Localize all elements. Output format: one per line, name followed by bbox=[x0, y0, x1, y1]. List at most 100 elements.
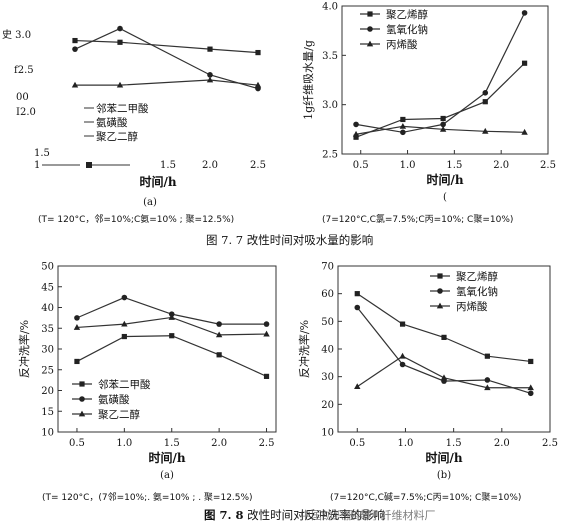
plot-frame bbox=[57, 265, 277, 433]
fig8a-chart: 0.5 1.0 1.5 2.0 2.5 10 15 20 25 30 35 40 45 50 时间/h 反冲洗… bbox=[17, 262, 277, 481]
y-tick-label: 00 bbox=[16, 92, 29, 103]
x-tick-label: 0.5 bbox=[353, 160, 369, 171]
x-tick-label: 2.0 bbox=[494, 438, 510, 449]
data-point bbox=[215, 331, 223, 338]
y-tick-label: 15 bbox=[41, 407, 54, 418]
fig8b-panel: 0.5 1.0 1.5 2.0 2.5 10 20 30 40 50 60 70 时间/h 反冲洗率/% 聚… bbox=[290, 252, 566, 484]
x-tick-label: 1 bbox=[34, 160, 40, 171]
data-point bbox=[399, 321, 406, 327]
fig8-caption-text: 改性时间对反冲洗率的影响 bbox=[247, 508, 386, 522]
y-tick-label: 4.0 bbox=[322, 2, 338, 13]
data-point bbox=[121, 333, 127, 340]
data-point bbox=[216, 352, 222, 358]
data-point bbox=[216, 321, 222, 327]
fig7b-chart: 0.5 1.0 1.5 2.0 2.5 2.5 3.0 3.5 4.0 时间/h 1g纤维吸水量/g… bbox=[302, 2, 556, 204]
data-point bbox=[353, 121, 359, 128]
data-point bbox=[72, 37, 78, 44]
legend-label: 氢氧化钠 bbox=[386, 23, 428, 36]
data-point bbox=[482, 99, 488, 105]
legend-label: 聚乙二醇 bbox=[96, 130, 138, 143]
legend-label: 聚乙二醇 bbox=[98, 408, 140, 421]
data-point bbox=[207, 72, 213, 78]
legend-label: 氢氧化钠 bbox=[456, 285, 498, 298]
y-tick-label: 30 bbox=[321, 372, 334, 383]
data-point bbox=[399, 122, 407, 129]
fig7-caption-num: 图 7. 7 bbox=[206, 233, 244, 247]
x-tick-label: 1.5 bbox=[446, 438, 462, 449]
data-point bbox=[71, 81, 79, 88]
data-point bbox=[74, 315, 80, 321]
legend-marker bbox=[436, 302, 444, 309]
legend-marker bbox=[437, 288, 443, 294]
fig8a-conditions: (T= 120°C，(7邻=10%;. 氨=10% ; . 聚=12.5%) bbox=[42, 493, 253, 503]
subfigure-label: (a) bbox=[160, 470, 174, 481]
x-tick-label: 1.5 bbox=[446, 160, 462, 171]
data-point bbox=[168, 314, 175, 320]
y-tick-label: 10 bbox=[321, 428, 334, 439]
x-tick-label: 2.0 bbox=[493, 160, 509, 171]
data-point bbox=[399, 361, 406, 368]
data-point bbox=[484, 384, 491, 391]
data-point bbox=[521, 60, 528, 66]
series-line bbox=[76, 316, 267, 336]
data-point bbox=[207, 46, 213, 52]
fig7a-conditions: (T= 120°C，邻=10%;C氨=10% ; 聚=12.5%) bbox=[38, 215, 235, 225]
data-point bbox=[352, 130, 360, 137]
fig7b-conditions: (7=120°C,C氯=7.5%;C丙=10%; C聚=10%) bbox=[322, 215, 514, 225]
fig8b-conditions: (7=120°C,C碱=7.5%;C丙=10%; C聚=10%) bbox=[330, 493, 522, 503]
y-tick-label: 20 bbox=[41, 386, 54, 397]
fig8-caption-num: 图 7. 8 bbox=[204, 508, 244, 522]
x-axis-label: 时间/h bbox=[425, 450, 462, 465]
legend-label: 聚乙烯醇 bbox=[456, 270, 498, 283]
x-tick-label: 0.5 bbox=[69, 438, 85, 449]
x-axis-label: 时间/h bbox=[426, 172, 463, 187]
fig8a-panel: 0.5 1.0 1.5 2.0 2.5 10 15 20 25 30 35 40 45 50 时间/h 反冲洗… bbox=[0, 252, 290, 484]
legend-marker bbox=[437, 273, 443, 279]
x-tick-label: 2.5 bbox=[540, 160, 556, 171]
x-tick-label: 1.0 bbox=[398, 438, 414, 449]
x-axis-label: 时间/h bbox=[148, 450, 185, 465]
legend-marker bbox=[367, 26, 373, 32]
x-tick-label: 2.5 bbox=[259, 438, 275, 449]
x-tick-label: 1.5 bbox=[160, 160, 176, 171]
x-tick-label: 0.5 bbox=[349, 438, 365, 449]
legend-label: 邻苯二甲酸 bbox=[96, 102, 149, 115]
data-point bbox=[116, 81, 124, 88]
fig7b-panel: 0.5 1.0 1.5 2.0 2.5 2.5 3.0 3.5 4.0 时间/h 1g纤维吸水量/g… bbox=[290, 0, 566, 210]
data-point bbox=[528, 358, 534, 365]
y-tick-label: 35 bbox=[41, 324, 54, 335]
data-point bbox=[263, 330, 270, 337]
y-tick-label: 40 bbox=[41, 303, 54, 314]
data-point bbox=[440, 121, 446, 128]
data-point bbox=[169, 333, 175, 339]
data-point bbox=[521, 128, 528, 135]
series-line bbox=[355, 62, 526, 138]
subfigure-label: (a) bbox=[143, 197, 157, 208]
legend-marker bbox=[79, 381, 85, 387]
data-point bbox=[441, 334, 447, 340]
data-point bbox=[121, 294, 128, 301]
data-point bbox=[399, 352, 406, 359]
data-point bbox=[400, 116, 406, 123]
y-tick-label: 25 bbox=[41, 365, 54, 376]
legend-label: 氨磺酸 bbox=[98, 393, 130, 406]
data-point bbox=[482, 127, 489, 134]
data-point bbox=[74, 358, 80, 365]
series-line bbox=[74, 27, 259, 90]
series-line bbox=[76, 296, 267, 325]
legend-label: 聚乙烯醇 bbox=[386, 8, 428, 21]
legend-label: 氨磺酸 bbox=[96, 116, 128, 129]
fig7a-panel: 史 3.0 f2.5 00 I2.0 1.5 1 1.5 2.0 2.5 时间/h (a) 邻苯二甲酸… bbox=[0, 0, 290, 210]
y-tick-label: f2.5 bbox=[14, 65, 34, 76]
subfigure-label: (b) bbox=[437, 470, 451, 481]
subfigure-label: ( bbox=[443, 192, 447, 203]
y-tick-label: 40 bbox=[321, 345, 334, 356]
legend-label: 丙烯酸 bbox=[456, 300, 488, 313]
data-point bbox=[354, 383, 361, 390]
x-tick-label: 1.0 bbox=[116, 438, 132, 449]
data-point bbox=[254, 81, 262, 88]
plot-frame bbox=[341, 5, 549, 155]
y-tick-label: 1.5 bbox=[34, 148, 50, 159]
data-point bbox=[72, 46, 78, 52]
